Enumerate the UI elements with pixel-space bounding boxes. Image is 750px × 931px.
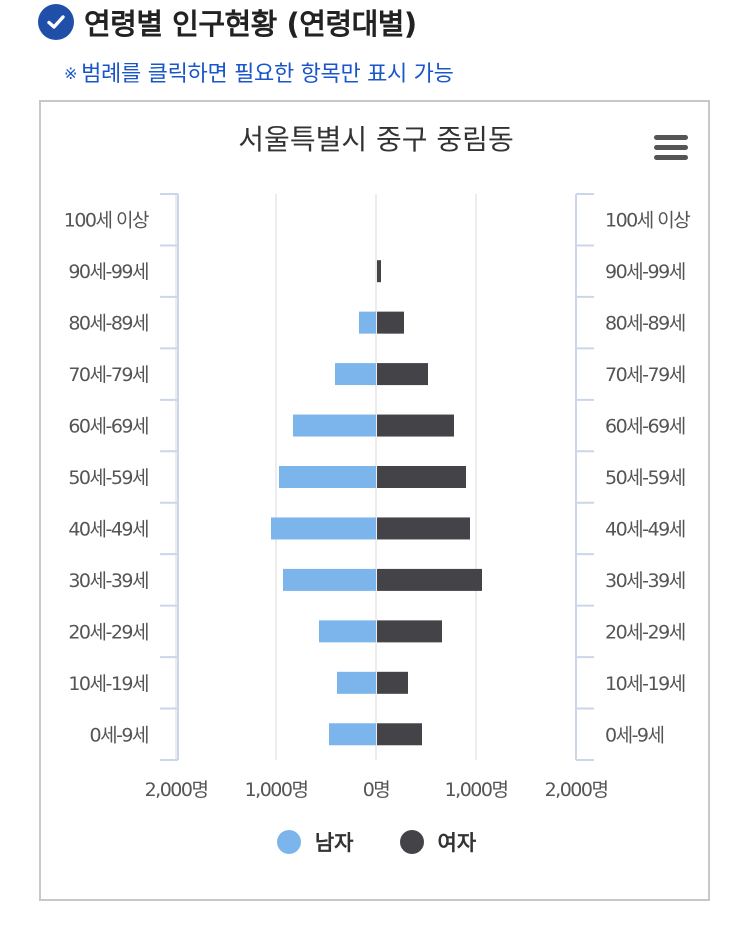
bar-female[interactable] xyxy=(377,466,466,488)
category-label-left: 40세-49세 xyxy=(68,518,148,540)
bar-male[interactable] xyxy=(329,723,376,746)
bar-female[interactable] xyxy=(377,260,381,283)
category-label-right: 100세 이상 xyxy=(605,210,690,232)
category-label-left: 10세-19세 xyxy=(68,673,148,695)
population-pyramid-chart: 서울특별시 중구 중림동 100세 이상 100세 이상 90세-99세 90세-99세… xyxy=(64,123,692,801)
chart-title: 서울특별시 중구 중림동 xyxy=(238,123,513,156)
bar-female[interactable] xyxy=(377,517,470,540)
x-tick-label: 0명 xyxy=(363,779,390,801)
category-label-left: 20세-29세 xyxy=(68,621,148,643)
legend-hint: ※ 범례를 클릭하면 필요한 항목만 표시 가능 xyxy=(64,56,454,88)
category-label-right: 70세-79세 xyxy=(605,364,685,386)
legend-item-male[interactable]: 남자 xyxy=(276,827,354,857)
category-label-right: 40세-49세 xyxy=(605,518,685,540)
chart-legend: 남자 여자 xyxy=(41,827,712,857)
category-label-left: 50세-59세 xyxy=(68,467,148,489)
bar-female[interactable] xyxy=(377,414,454,437)
category-label-left: 80세-89세 xyxy=(68,313,148,335)
legend-dot-female xyxy=(399,830,424,854)
category-label-right: 0세-9세 xyxy=(605,724,664,746)
bar-male[interactable] xyxy=(335,363,376,386)
category-label-left: 70세-79세 xyxy=(68,364,148,386)
x-tick-label: 2,000명 xyxy=(545,779,608,801)
category-label-right: 90세-99세 xyxy=(605,261,685,283)
bar-male[interactable] xyxy=(271,517,376,540)
bar-female[interactable] xyxy=(377,568,482,591)
reference-mark: ※ xyxy=(64,64,78,83)
category-label-left: 0세-9세 xyxy=(90,724,149,746)
category-label-right: 10세-19세 xyxy=(605,673,685,695)
bar-male[interactable] xyxy=(293,414,376,437)
legend-label-male: 남자 xyxy=(314,831,354,855)
section-title: 연령별 인구현황 (연령대별) xyxy=(84,7,417,41)
category-label-right: 50세-59세 xyxy=(605,467,685,489)
category-label-right: 20세-29세 xyxy=(605,621,685,643)
section-header: 연령별 인구현황 (연령대별) xyxy=(38,2,417,42)
bar-female[interactable] xyxy=(377,723,422,746)
chart-container: 서울특별시 중구 중림동 100세 이상 100세 이상 90세-99세 90세-99세… xyxy=(39,100,710,901)
bar-female[interactable] xyxy=(377,620,442,643)
bar-female[interactable] xyxy=(377,311,404,334)
bar-male[interactable] xyxy=(319,620,376,643)
bar-male[interactable] xyxy=(279,466,376,488)
x-tick-label: 1,000명 xyxy=(245,779,308,801)
x-tick-label: 2,000명 xyxy=(145,779,208,801)
category-label-right: 30세-39세 xyxy=(605,570,685,592)
category-label-left: 100세 이상 xyxy=(64,210,149,232)
bar-male[interactable] xyxy=(283,568,376,591)
x-tick-label: 1,000명 xyxy=(445,779,508,801)
check-circle-icon xyxy=(38,4,74,40)
legend-item-female[interactable]: 여자 xyxy=(399,827,477,857)
category-label-left: 90세-99세 xyxy=(68,261,148,283)
bar-female[interactable] xyxy=(377,363,428,386)
legend-dot-male xyxy=(276,830,301,854)
bar-male[interactable] xyxy=(337,671,376,694)
hamburger-menu-icon[interactable] xyxy=(654,135,688,161)
bar-male[interactable] xyxy=(359,311,376,334)
bar-female[interactable] xyxy=(377,671,408,694)
category-label-right: 60세-69세 xyxy=(605,416,685,438)
category-label-left: 30세-39세 xyxy=(68,570,148,592)
category-label-right: 80세-89세 xyxy=(605,313,685,335)
legend-hint-text: 범례를 클릭하면 필요한 항목만 표시 가능 xyxy=(81,62,454,87)
category-label-left: 60세-69세 xyxy=(68,416,148,438)
legend-label-female: 여자 xyxy=(437,831,477,855)
